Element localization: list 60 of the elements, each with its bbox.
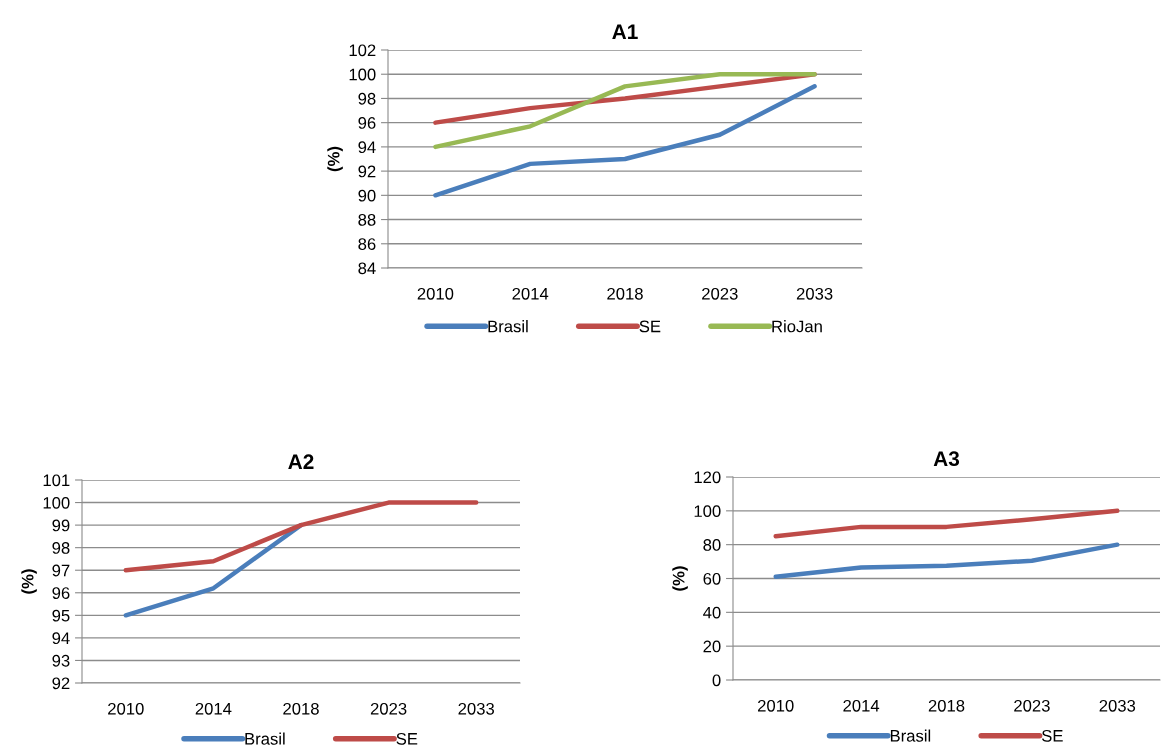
x-tick-label: 2018: [283, 702, 319, 715]
x-tick-label: 2018: [607, 287, 643, 300]
y-tick-label: 90: [358, 189, 376, 202]
y-axis-title: (%): [672, 566, 688, 591]
line-series: [123, 500, 479, 573]
y-tick-label: 100: [43, 496, 70, 509]
y-tick-label: 0: [712, 674, 721, 687]
y-tick-label: 60: [703, 572, 721, 585]
legend-label: SE: [396, 732, 418, 745]
x-tick-label: 2033: [796, 287, 833, 300]
x-tick-label: 2033: [1099, 699, 1136, 712]
x-tick-label: 2014: [512, 287, 549, 300]
legend-label: RioJan: [772, 320, 822, 333]
y-tick-label: 97: [52, 564, 70, 577]
legend-label: SE: [639, 320, 661, 333]
y-tick-label: 80: [703, 539, 721, 551]
x-tick-label: 2023: [1014, 699, 1050, 712]
y-tick-label: 98: [52, 542, 70, 554]
x-tick-label: 2010: [758, 699, 794, 712]
chart-title: A2: [288, 454, 314, 469]
y-tick-label: 20: [703, 640, 721, 653]
y-tick-label: 88: [358, 213, 376, 226]
x-tick-label: 2018: [928, 699, 965, 712]
y-tick-label: 94: [52, 632, 70, 645]
y-tick-label: 100: [694, 505, 721, 518]
y-tick-label: 96: [358, 117, 376, 129]
x-tick-label: 2023: [702, 287, 738, 300]
y-axis-title: (%): [21, 569, 37, 594]
x-tick-label: 2014: [195, 702, 232, 715]
x-tick-label: 2023: [370, 702, 407, 715]
y-tick-label: 100: [349, 68, 376, 81]
x-tick-label: 2014: [843, 699, 880, 712]
y-tick-label: 86: [358, 238, 376, 250]
line-series: [433, 84, 817, 198]
line-series: [773, 542, 1120, 580]
legend-label: Brasil: [890, 729, 931, 742]
legend-label: Brasil: [488, 320, 528, 333]
y-tick-label: 93: [52, 654, 70, 667]
legend-label: Brasil: [245, 732, 285, 745]
chart-title: A3: [933, 451, 960, 467]
y-tick-label: 94: [358, 141, 376, 154]
x-tick-label: 2010: [417, 287, 454, 300]
y-tick-label: 92: [358, 165, 376, 178]
x-tick-label: 2010: [108, 702, 144, 715]
y-tick-label: 99: [52, 519, 70, 532]
line-series: [433, 72, 817, 150]
x-tick-label: 2033: [458, 702, 495, 715]
y-tick-label: 95: [52, 609, 70, 622]
y-tick-label: 120: [694, 471, 721, 484]
y-tick-label: 102: [349, 44, 376, 57]
y-tick-label: 96: [52, 587, 70, 599]
y-tick-label: 92: [52, 677, 70, 690]
line-series: [773, 508, 1120, 539]
y-tick-label: 84: [358, 262, 376, 275]
y-tick-label: 98: [358, 92, 376, 105]
y-tick-label: 40: [703, 606, 721, 619]
y-tick-label: 101: [43, 474, 70, 487]
y-axis-title: (%): [327, 146, 343, 172]
legend-label: SE: [1041, 729, 1063, 742]
chart-title: A1: [612, 24, 638, 39]
